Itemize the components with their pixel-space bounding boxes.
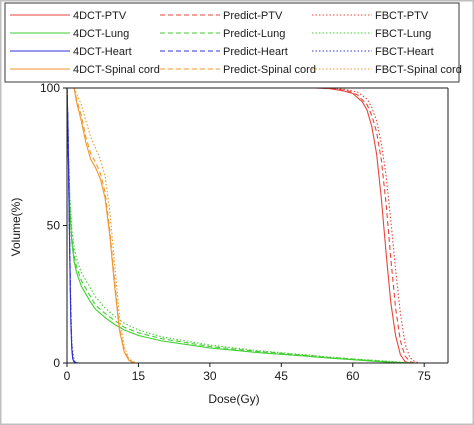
legend-label: FBCT-PTV: [375, 10, 429, 22]
x-tick-label: 30: [203, 369, 217, 383]
series-line-predict-lung: [66, 87, 415, 364]
series-line-4dct-spinal-cord: [73, 87, 134, 364]
series-line-fbct-lung: [66, 87, 420, 364]
legend-label: 4DCT-Lung: [73, 28, 129, 40]
x-tick-label: 60: [346, 369, 360, 383]
series-line-predict-ptv: [67, 87, 415, 364]
legend-label: Predict-Spinal cord: [223, 64, 316, 76]
x-tick-label: 45: [275, 369, 289, 383]
legend-label: FBCT-Heart: [375, 46, 434, 58]
x-axis-title: Dose(Gy): [208, 392, 259, 406]
x-tick-label: 75: [418, 369, 432, 383]
legend-box: [4, 2, 460, 83]
series-line-4dct-lung: [66, 87, 410, 364]
y-tick-label: 50: [47, 219, 61, 233]
legend-label: FBCT-Lung: [375, 28, 431, 40]
plot-area: [66, 87, 448, 364]
series-line-4dct-heart: [66, 87, 448, 364]
legend-label: Predict-Lung: [223, 28, 285, 40]
y-axis-title: Volume(%): [9, 198, 23, 257]
series-line-fbct-spinal-cord: [73, 87, 137, 364]
series-line-fbct-ptv: [67, 87, 420, 364]
legend-label: 4DCT-Spinal cord: [73, 64, 160, 76]
y-tick-label: 0: [53, 356, 60, 370]
legend-label: 4DCT-PTV: [73, 10, 127, 22]
series-line-predict-spinal-cord: [73, 87, 135, 364]
legend-label: 4DCT-Heart: [73, 46, 132, 58]
axes: 0 15 30 45 60 75 0 50 100: [40, 81, 449, 383]
legend-label: Predict-Heart: [223, 46, 288, 58]
x-tick-label: 0: [64, 369, 71, 383]
series-line-predict-heart: [66, 87, 79, 364]
y-tick-label: 100: [40, 81, 60, 95]
legend-label: Predict-PTV: [223, 10, 283, 22]
legend: 4DCT-PTV Predict-PTV FBCT-PTV 4DCT-Lung Pred…: [10, 10, 462, 76]
x-tick-label: 15: [132, 369, 146, 383]
legend-label: FBCT-Spinal cord: [375, 64, 462, 76]
